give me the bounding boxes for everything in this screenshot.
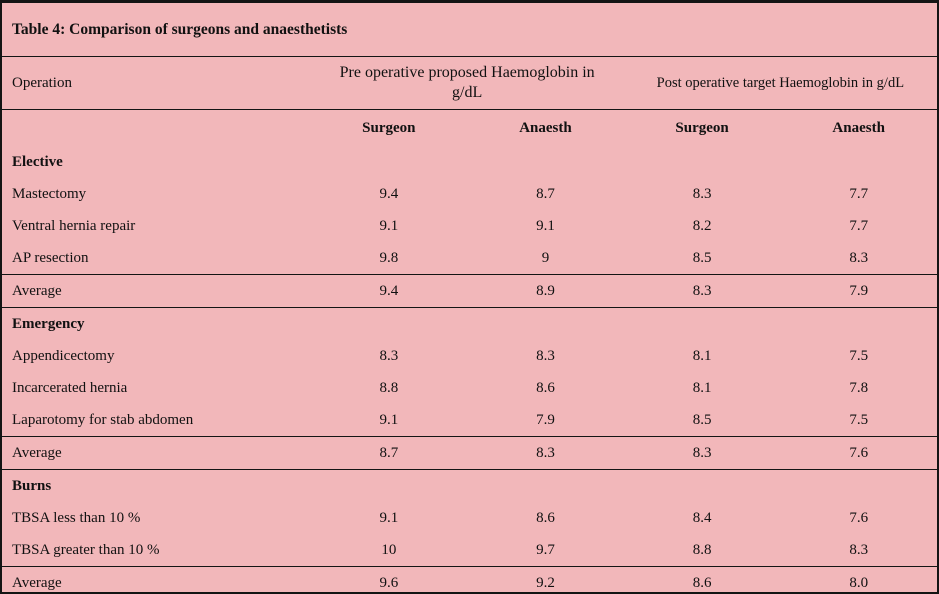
value-cell: 9.1 — [536, 217, 555, 234]
value-cell: 8.4 — [692, 509, 712, 526]
value-cell: 7.7 — [849, 217, 869, 234]
operation-cell: Laparotomy for stab abdomen — [12, 411, 194, 428]
value-cell: 9.1 — [379, 509, 399, 526]
value-cell: 8.1 — [692, 379, 712, 396]
table-row: AP resection 9.8 9 8.5 8.3 — [2, 242, 937, 275]
value-cell: 8.2 — [692, 217, 712, 234]
operation-cell: AP resection — [12, 249, 89, 266]
table-row: Mastectomy 9.4 8.7 8.3 7.7 — [2, 178, 937, 210]
value-cell: 9.4 — [379, 185, 399, 202]
value-cell: 7.8 — [849, 379, 869, 396]
operation-cell: Average — [2, 566, 311, 592]
value-cell: 10 — [381, 541, 397, 558]
value-cell: 9.1 — [379, 217, 399, 234]
value-cell: 8.3 — [623, 436, 781, 470]
value-cell: 8.3 — [849, 541, 869, 558]
average-row: Average 8.7 8.3 8.3 7.6 — [2, 436, 937, 470]
value-cell: 9.2 — [467, 566, 624, 592]
average-row: Average 9.6 9.2 8.6 8.0 — [2, 566, 937, 592]
column-group-postop: Post operative target Haemoglobin in g/d… — [623, 57, 937, 110]
value-cell: 7.6 — [780, 436, 937, 470]
value-cell: 8.8 — [692, 541, 712, 558]
operation-cell: Ventral hernia repair — [12, 217, 136, 234]
table-row: TBSA greater than 10 % 10 9.7 8.8 8.3 — [2, 534, 937, 567]
column-header-surgeon-pre: Surgeon — [362, 119, 416, 136]
value-cell: 8.3 — [849, 249, 869, 266]
value-cell: 7.7 — [849, 185, 869, 202]
value-cell: 8.3 — [379, 347, 399, 364]
value-cell: 9.1 — [379, 411, 399, 428]
table-row: TBSA less than 10 % 9.1 8.6 8.4 7.6 — [2, 502, 937, 534]
value-cell: 7.9 — [780, 274, 937, 308]
value-cell: 7.5 — [849, 347, 869, 364]
value-cell: 9.8 — [379, 249, 399, 266]
sub-header-spacer — [2, 110, 311, 147]
value-cell: 8.3 — [692, 185, 712, 202]
operation-cell: Average — [2, 274, 311, 308]
operation-cell: TBSA greater than 10 % — [12, 541, 160, 558]
value-cell: 8.0 — [780, 566, 937, 592]
table-row: Incarcerated hernia 8.8 8.6 8.1 7.8 — [2, 372, 937, 404]
column-group-preop: Pre operative proposed Haemoglobin in g/… — [310, 57, 624, 110]
table-title: Table 4: Comparison of surgeons and anae… — [2, 3, 937, 57]
section-row: Emergency — [2, 308, 937, 341]
table-row: Appendicectomy 8.3 8.3 8.1 7.5 — [2, 340, 937, 372]
value-cell: 8.3 — [467, 436, 624, 470]
value-cell: 8.7 — [536, 185, 555, 202]
operation-cell: Mastectomy — [12, 185, 87, 202]
section-label: Burns — [12, 477, 52, 494]
column-header-surgeon-post: Surgeon — [675, 119, 729, 136]
average-row: Average 9.4 8.9 8.3 7.9 — [2, 274, 937, 308]
value-cell: 9 — [541, 249, 550, 266]
value-cell: 7.9 — [536, 411, 555, 428]
section-label: Emergency — [12, 315, 85, 332]
value-cell: 8.6 — [623, 566, 781, 592]
operation-cell: Appendicectomy — [12, 347, 115, 364]
value-cell: 8.7 — [310, 436, 468, 470]
value-cell: 7.6 — [849, 509, 869, 526]
operation-cell: Average — [2, 436, 311, 470]
comparison-table: Operation Pre operative proposed Haemogl… — [2, 57, 937, 592]
value-cell: 8.5 — [692, 249, 712, 266]
sub-header-row: Surgeon Anaesth Surgeon Anaesth — [2, 110, 937, 147]
value-cell: 8.5 — [692, 411, 712, 428]
section-row: Elective — [2, 146, 937, 178]
table-row: Ventral hernia repair 9.1 9.1 8.2 7.7 — [2, 210, 937, 242]
table-row: Laparotomy for stab abdomen 9.1 7.9 8.5 … — [2, 404, 937, 437]
column-header-operation: Operation — [2, 57, 311, 110]
value-cell: 9.7 — [536, 541, 555, 558]
value-cell: 9.6 — [310, 566, 468, 592]
section-label: Elective — [12, 153, 63, 170]
section-row: Burns — [2, 470, 937, 503]
value-cell: 8.8 — [379, 379, 399, 396]
value-cell: 8.6 — [536, 509, 555, 526]
group-header-row: Operation Pre operative proposed Haemogl… — [2, 57, 937, 110]
value-cell: 8.3 — [623, 274, 781, 308]
column-header-anaesth-pre: Anaesth — [519, 119, 572, 136]
value-cell: 7.5 — [849, 411, 869, 428]
value-cell: 8.3 — [536, 347, 555, 364]
column-header-anaesth-post: Anaesth — [832, 119, 885, 136]
value-cell: 8.6 — [536, 379, 555, 396]
operation-cell: Incarcerated hernia — [12, 379, 128, 396]
operation-cell: TBSA less than 10 % — [12, 509, 141, 526]
value-cell: 9.4 — [310, 274, 468, 308]
value-cell: 8.9 — [467, 274, 624, 308]
value-cell: 8.1 — [692, 347, 712, 364]
